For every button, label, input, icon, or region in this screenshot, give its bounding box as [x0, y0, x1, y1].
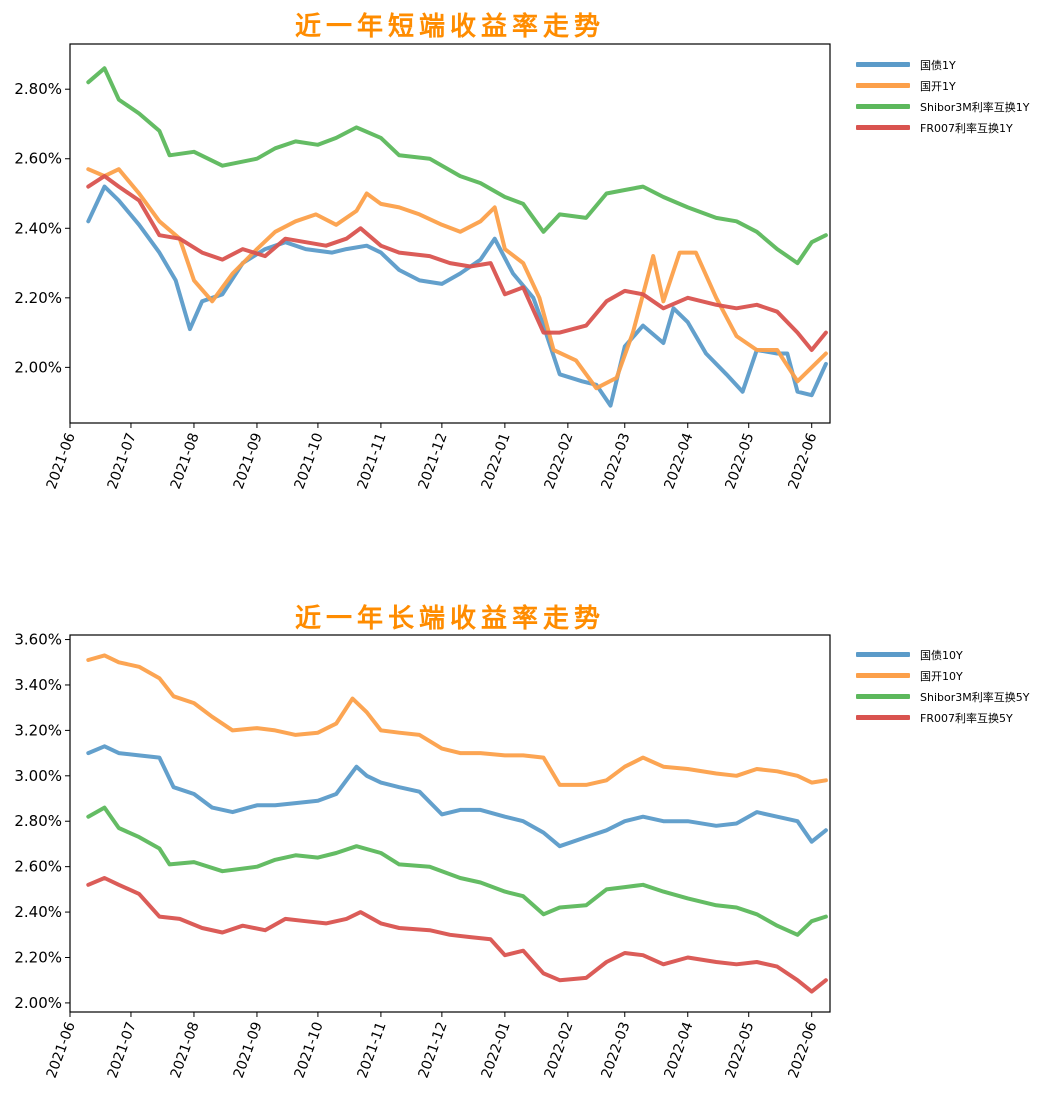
legend-swatch: [856, 673, 910, 678]
x-tick-label: 2021-06: [44, 1020, 79, 1081]
series-line: [86, 805, 828, 937]
legend-label: 国债1Y: [920, 58, 956, 72]
x-tick-label: 2021-09: [231, 431, 266, 491]
legend-swatch: [856, 694, 910, 699]
series-line: [86, 876, 828, 994]
x-tick-label: 2022-02: [542, 431, 577, 491]
x-tick-label: 2021-10: [292, 431, 327, 491]
legend-label: FR007利率互换1Y: [920, 121, 1013, 135]
chart-legend: 国债1Y 国开1Y Shibor3M利率互换1Y FR007利率互换1Y: [856, 54, 1029, 138]
legend-item: 国债1Y: [856, 54, 1029, 75]
legend-item: FR007利率互换1Y: [856, 117, 1029, 138]
series-line: [86, 66, 828, 266]
legend-item: 国开1Y: [856, 75, 1029, 96]
x-tick-label: 2022-02: [542, 1020, 577, 1080]
x-tick-label: 2022-01: [479, 431, 514, 491]
y-tick-label: 2.60%: [14, 858, 62, 876]
y-tick-label: 2.40%: [14, 219, 62, 237]
x-tick-label: 2021-06: [44, 431, 79, 492]
x-tick-label: 2021-08: [168, 1020, 203, 1080]
x-tick-label: 2022-03: [598, 431, 633, 491]
x-tick-label: 2022-03: [598, 1020, 633, 1080]
y-tick-label: 3.00%: [14, 767, 62, 785]
legend-swatch: [856, 125, 910, 130]
y-tick-label: 3.40%: [14, 676, 62, 694]
y-tick-label: 3.20%: [14, 721, 62, 739]
chart-title: 近一年短端收益率走势: [294, 12, 605, 42]
x-tick-label: 2021-10: [292, 1020, 327, 1080]
series-line: [86, 184, 828, 408]
y-tick-label: 2.20%: [14, 948, 62, 966]
series-line: [86, 167, 828, 391]
x-tick-label: 2022-04: [661, 431, 696, 492]
x-tick-label: 2022-06: [785, 1020, 820, 1081]
legend-label: Shibor3M利率互换5Y: [920, 690, 1030, 704]
legend-label: FR007利率互换5Y: [920, 711, 1013, 725]
y-tick-label: 2.20%: [14, 289, 62, 307]
y-tick-label: 2.80%: [14, 812, 62, 830]
x-tick-label: 2021-08: [168, 431, 203, 491]
plot-frame: [69, 43, 831, 424]
x-tick-label: 2022-06: [785, 431, 820, 492]
legend-swatch: [856, 62, 910, 67]
x-tick-label: 2021-07: [105, 1020, 140, 1080]
legend-item: 国债10Y: [856, 644, 1029, 665]
legend-item: 国开10Y: [856, 665, 1029, 686]
legend-swatch: [856, 104, 910, 109]
short-term-yield-chart: 近一年短端收益率走势 2.00% 2.20% 2.40% 2.60% 2.80% 2021…: [14, 12, 1029, 492]
legend-label: 国开1Y: [920, 79, 956, 93]
legend-swatch: [856, 652, 910, 657]
x-tick-label: 2021-12: [416, 431, 451, 491]
legend-label: 国债10Y: [920, 648, 963, 662]
x-tick-label: 2022-04: [661, 1020, 696, 1081]
legend-label: Shibor3M利率互换1Y: [920, 100, 1030, 114]
plot-frame: [69, 634, 831, 1013]
y-tick-label: 2.80%: [14, 80, 62, 98]
chart-plot: 2.00% 2.20% 2.40% 2.60% 2.80% 2021-06 2021-07 2…: [14, 43, 831, 492]
long-term-yield-chart: 近一年长端收益率走势 2.00% 2.20% 2.40% 2.60% 2.80% 3.00…: [0, 590, 1062, 1094]
y-tick-label: 2.00%: [14, 358, 62, 376]
legend-item: FR007利率互换5Y: [856, 707, 1029, 728]
legend-swatch: [856, 715, 910, 720]
x-tick-label: 2022-05: [722, 431, 757, 491]
x-tick-label: 2022-05: [722, 1020, 757, 1080]
x-tick-label: 2021-09: [231, 1020, 266, 1080]
chart-legend: 国债10Y 国开10Y Shibor3M利率互换5Y FR007利率互换5Y: [856, 644, 1029, 728]
chart-title: 近一年长端收益率走势: [294, 604, 605, 634]
x-tick-label: 2021-07: [105, 431, 140, 491]
x-tick-label: 2021-11: [355, 1020, 390, 1080]
legend-label: 国开10Y: [920, 669, 963, 683]
chart-plot: 2.00% 2.20% 2.40% 2.60% 2.80% 3.00% 3.20% 3.40%…: [14, 631, 831, 1081]
series-line: [86, 653, 828, 787]
legend-swatch: [856, 83, 910, 88]
x-tick-label: 2022-01: [479, 1020, 514, 1080]
y-tick-label: 2.00%: [14, 994, 62, 1012]
y-tick-label: 3.60%: [14, 631, 62, 649]
legend-item: Shibor3M利率互换1Y: [856, 96, 1029, 117]
legend-item: Shibor3M利率互换5Y: [856, 686, 1029, 707]
x-tick-label: 2021-12: [416, 1020, 451, 1080]
y-tick-label: 2.40%: [14, 903, 62, 921]
series-line: [86, 744, 828, 849]
series-line: [86, 174, 828, 352]
x-tick-label: 2021-11: [355, 431, 390, 491]
y-tick-label: 2.60%: [14, 150, 62, 168]
